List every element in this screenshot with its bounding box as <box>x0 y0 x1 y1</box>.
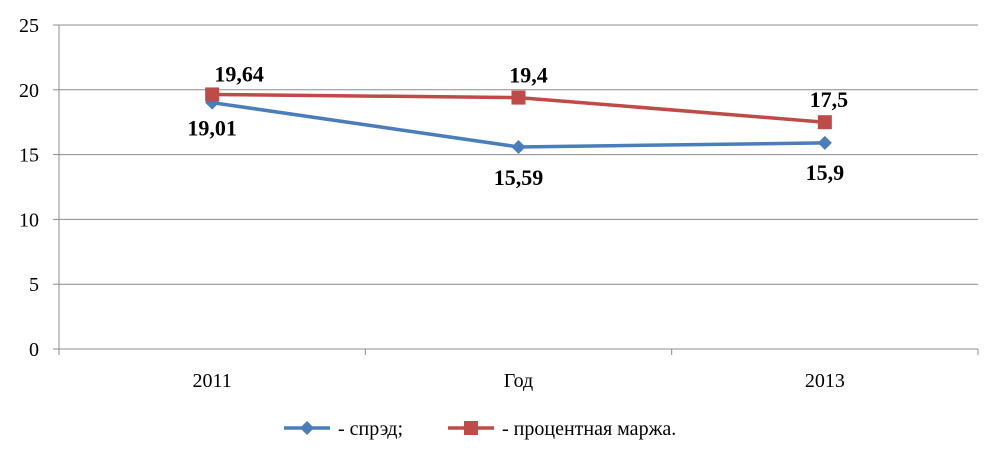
y-tick-label: 20 <box>19 80 39 102</box>
data-labels: 19,01 15,59 15,9 19,64 19,4 17,5 <box>187 61 848 189</box>
y-tick-label: 0 <box>29 339 39 361</box>
y-tick-label: 15 <box>19 145 39 167</box>
x-tick-label: 2011 <box>193 370 232 392</box>
y-axis-ticks: 0 5 10 15 20 25 <box>19 15 60 361</box>
data-label-spread: 15,59 <box>494 165 544 190</box>
data-point-spread <box>511 139 526 154</box>
y-tick-label: 25 <box>19 15 39 37</box>
legend-label-spread: - спрэд; <box>338 418 403 440</box>
legend-marker-margin <box>464 421 478 435</box>
data-point-spread <box>817 135 832 150</box>
x-axis: 2011 Год 2013 <box>58 348 979 392</box>
legend-marker-spread <box>300 421 314 435</box>
legend: - спрэд; - процентная маржа. <box>284 418 676 440</box>
data-label-spread: 19,01 <box>187 116 237 141</box>
data-point-margin <box>511 90 526 105</box>
data-label-margin: 19,64 <box>214 61 264 86</box>
y-tick-label: 5 <box>29 274 39 296</box>
y-tick-label: 10 <box>19 209 39 231</box>
data-point-margin <box>205 87 220 102</box>
legend-label-margin: - процентная маржа. <box>502 418 676 440</box>
data-label-margin: 19,4 <box>509 63 548 88</box>
data-label-spread: 15,9 <box>806 160 845 185</box>
x-tick-label: 2013 <box>805 370 845 392</box>
x-tick-label: Год <box>504 370 533 392</box>
data-point-margin <box>817 115 832 130</box>
series-layer <box>205 87 832 154</box>
data-label-margin: 17,5 <box>810 87 849 112</box>
